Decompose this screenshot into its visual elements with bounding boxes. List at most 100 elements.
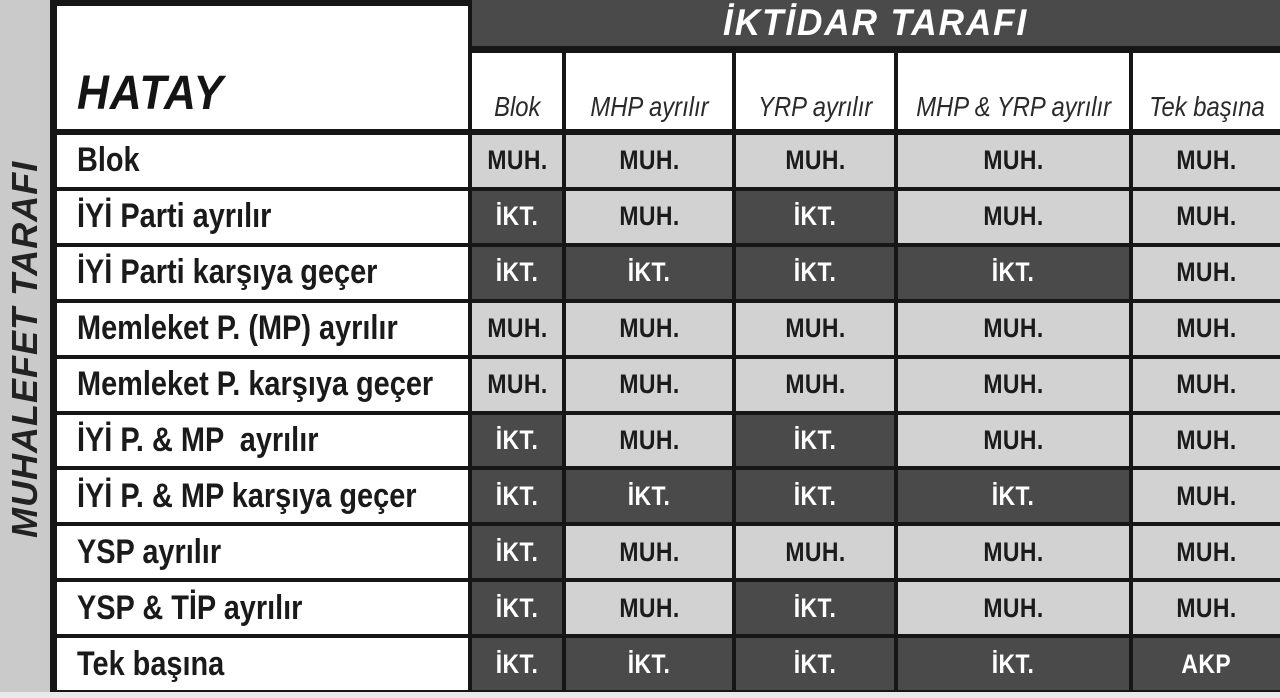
column-header-label: Blok	[493, 91, 541, 122]
outcome-value: MUH.	[1176, 145, 1237, 176]
outcome-cell: MUH.	[562, 190, 732, 243]
row-header: Memleket P. (MP) ayrılır	[57, 302, 468, 355]
government-side-label: İKTİDAR TARAFI	[723, 2, 1029, 43]
column-header-5: Tek başına	[1129, 53, 1280, 129]
outcome-value: İKT.	[992, 648, 1035, 679]
header-bar-divider	[468, 46, 1280, 53]
outcome-value: MUH.	[983, 536, 1044, 567]
row-header-label: Blok	[77, 141, 140, 180]
column-header-label: MHP & YRP ayrılır	[916, 91, 1111, 122]
outcome-cell: MUH.	[562, 414, 732, 467]
outcome-value: MUH.	[1176, 257, 1237, 288]
outcome-value: MUH.	[784, 369, 846, 400]
table-row: Blok MUH. MUH. MUH. MUH. MUH.	[57, 135, 1280, 187]
table-row: İYİ Parti karşıya geçer İKT. İKT. İKT. İKT. M…	[57, 242, 1280, 299]
outcome-cell: MUH.	[1129, 470, 1280, 523]
outcome-value: MUH.	[618, 369, 680, 400]
row-header-label: Tek başına	[77, 644, 225, 683]
outcome-cell: MUH.	[1129, 526, 1280, 579]
table-row: YSP ayrılır İKT. MUH. MUH. MUH. MUH.	[57, 522, 1280, 579]
outcome-value: MUH.	[983, 313, 1044, 344]
table-body: Blok MUH. MUH. MUH. MUH. MUH. İYİ Parti ayrılı…	[57, 135, 1280, 691]
outcome-cell: MUH.	[1129, 302, 1280, 355]
outcome-value: İKT.	[992, 257, 1035, 288]
outcome-value: MUH.	[1176, 424, 1237, 455]
outcome-cell: İKT.	[732, 414, 894, 467]
header-row-divider	[57, 129, 1280, 135]
table-top-border	[57, 0, 468, 6]
column-header-1: Blok	[468, 53, 562, 129]
outcome-value: İKT.	[793, 592, 837, 623]
outcome-value: İKT.	[495, 648, 539, 679]
row-header: Blok	[57, 135, 468, 187]
table-row: YSP & TİP ayrılır İKT. MUH. İKT. MUH. MUH.	[57, 578, 1280, 635]
column-header-row: Blok MHP ayrılır YRP ayrılır MHP & YRP ayrı…	[468, 53, 1280, 129]
row-header: İYİ P. & MP karşıya geçer	[57, 470, 468, 523]
outcome-cell: MUH.	[894, 414, 1129, 467]
outcome-cell: İKT.	[468, 526, 562, 579]
outcome-cell: MUH.	[1129, 190, 1280, 243]
outcome-value: MUH.	[1176, 480, 1237, 511]
outcome-cell: İKT.	[562, 638, 732, 691]
outcome-value: MUH.	[983, 424, 1044, 455]
row-header-label: YSP & TİP ayrılır	[77, 588, 303, 627]
opposition-side-label: MUHALEFET TARAFI	[4, 160, 45, 538]
outcome-value: İKT.	[627, 648, 671, 679]
outcome-value: İKT.	[793, 480, 837, 511]
outcome-value: İKT.	[793, 257, 837, 288]
outcome-value: MUH.	[1176, 592, 1237, 623]
outcome-cell: İKT.	[894, 638, 1129, 691]
table-row: İYİ P. & MP karşıya geçer İKT. İKT. İKT. İKT…	[57, 466, 1280, 523]
outcome-cell: İKT.	[732, 638, 894, 691]
outcome-cell: MUH.	[894, 358, 1129, 411]
outcome-cell: MUH.	[894, 135, 1129, 187]
opposition-side-strip	[0, 0, 50, 698]
page-bottom-band	[0, 692, 1280, 698]
outcome-cell: MUH.	[732, 526, 894, 579]
outcome-value: İKT.	[495, 201, 539, 232]
outcome-value: MUH.	[983, 201, 1044, 232]
row-header-label: Memleket P. karşıya geçer	[77, 365, 434, 404]
outcome-cell: İKT.	[732, 582, 894, 635]
table-row: Tek başına İKT. İKT. İKT. İKT. AKP	[57, 634, 1280, 691]
outcome-cell: MUH.	[894, 302, 1129, 355]
outcome-cell: MUH.	[1129, 135, 1280, 187]
row-header-label: Memleket P. (MP) ayrılır	[77, 309, 398, 348]
outcome-cell: MUH.	[562, 302, 732, 355]
outcome-cell: MUH.	[1129, 358, 1280, 411]
outcome-cell: İKT.	[732, 470, 894, 523]
outcome-cell: İKT.	[468, 582, 562, 635]
outcome-value: İKT.	[793, 648, 837, 679]
row-header: İYİ P. & MP ayrılır	[57, 414, 468, 467]
column-header-4: MHP & YRP ayrılır	[894, 53, 1129, 129]
outcome-cell: İKT.	[732, 190, 894, 243]
outcome-value: MUH.	[618, 424, 680, 455]
outcome-cell: MUH.	[894, 582, 1129, 635]
table-row: İYİ Parti ayrılır İKT. MUH. İKT. MUH. MUH.	[57, 186, 1280, 243]
outcome-cell: MUH.	[894, 190, 1129, 243]
outcome-cell: MUH.	[1129, 246, 1280, 299]
outcome-value: MUH.	[1176, 369, 1237, 400]
outcome-cell: MUH.	[562, 358, 732, 411]
outcome-cell: İKT.	[468, 470, 562, 523]
corner-cell: HATAY	[57, 6, 468, 129]
table-row: Memleket P. (MP) ayrılır MUH. MUH. MUH. MUH.…	[57, 298, 1280, 355]
outcome-value: MUH.	[486, 145, 548, 176]
outcome-value: MUH.	[486, 313, 548, 344]
outcome-value: MUH.	[486, 369, 548, 400]
column-header-3: YRP ayrılır	[732, 53, 894, 129]
outcome-value: MUH.	[618, 592, 680, 623]
scenario-table: HATAY İKTİDAR TARAFI Blok MHP ayrılır YRP …	[57, 0, 1280, 698]
outcome-cell: MUH.	[562, 582, 732, 635]
outcome-value: İKT.	[793, 201, 837, 232]
outcome-value: İKT.	[992, 480, 1035, 511]
outcome-cell: MUH.	[894, 526, 1129, 579]
outcome-value: MUH.	[1176, 313, 1237, 344]
outcome-cell: MUH.	[1129, 414, 1280, 467]
outcome-cell: MUH.	[468, 302, 562, 355]
row-header-label: İYİ P. & MP ayrılır	[77, 420, 319, 459]
outcome-value: İKT.	[495, 480, 539, 511]
outcome-cell: İKT.	[894, 246, 1129, 299]
row-header: Memleket P. karşıya geçer	[57, 358, 468, 411]
column-header-label: YRP ayrılır	[757, 91, 873, 122]
